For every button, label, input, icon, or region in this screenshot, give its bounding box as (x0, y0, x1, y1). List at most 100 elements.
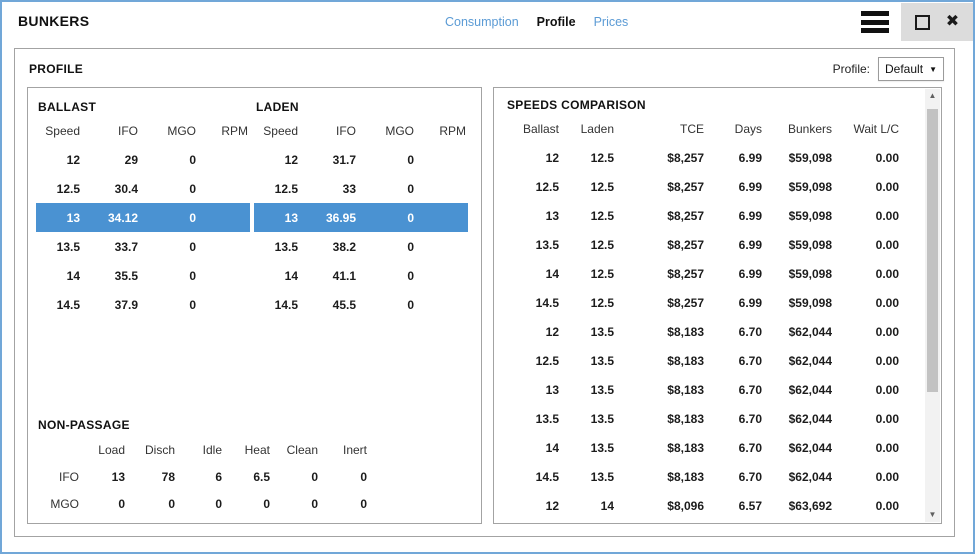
close-icon[interactable]: ✖ (945, 13, 960, 30)
table-cell: 6.99 (738, 266, 762, 281)
table-cell: 13.5 (590, 469, 614, 484)
table-row[interactable]: 12.5 33 0 (254, 174, 468, 203)
table-cell: 0.00 (875, 324, 899, 339)
window-title: BUNKERS (18, 13, 90, 29)
table-row[interactable]: 13 36.95 0 (254, 203, 468, 232)
row-label: MGO (50, 496, 79, 511)
table-cell: $63,692 (788, 498, 832, 513)
table-cell: 0 (168, 496, 175, 511)
table-cell: 6.99 (738, 237, 762, 252)
table-row[interactable]: 12.5 12.5 $8,257 6.99 $59,098 0.00 (506, 172, 901, 201)
non-passage-title: NON-PASSAGE (38, 418, 130, 432)
table-cell: 12.5 (535, 353, 559, 368)
column-header: RPM (439, 123, 466, 138)
column-header: Bunkers (787, 121, 832, 136)
table-cell: $8,096 (667, 498, 704, 513)
table-cell: 0 (189, 181, 196, 196)
table-row[interactable]: 12 29 0 (36, 145, 250, 174)
table-cell: 33.7 (114, 239, 138, 254)
table-cell: $8,257 (667, 237, 704, 252)
table-cell: 0 (118, 496, 125, 511)
table-cell: 13 (111, 469, 125, 484)
table-cell: 31.7 (332, 152, 356, 167)
column-header: Inert (342, 442, 367, 457)
table-cell: 13.5 (590, 411, 614, 426)
table-row[interactable]: 14 13.5 $8,183 6.70 $62,044 0.00 (506, 433, 901, 462)
table-row[interactable]: 13.5 12.5 $8,257 6.99 $59,098 0.00 (506, 230, 901, 259)
table-cell: 0 (215, 496, 222, 511)
table-row[interactable]: 12 14 $8,096 6.57 $63,692 0.00 (506, 491, 901, 520)
table-cell: 34.12 (107, 210, 138, 225)
non-passage-header-row: Load Disch Idle Heat Clean Inert (36, 436, 369, 463)
table-cell: 0 (189, 210, 196, 225)
table-row[interactable]: 14.5 12.5 $8,257 6.99 $59,098 0.00 (506, 288, 901, 317)
table-row[interactable]: 14 12.5 $8,257 6.99 $59,098 0.00 (506, 259, 901, 288)
table-cell: $62,044 (788, 353, 832, 368)
table-cell: 29 (124, 152, 138, 167)
table-cell: 0 (407, 152, 414, 167)
table-cell: 12 (545, 324, 559, 339)
table-row[interactable]: 14.5 13.5 $8,183 6.70 $62,044 0.00 (506, 462, 901, 491)
table-cell: $8,257 (667, 266, 704, 281)
table-cell: 6.5 (253, 469, 270, 484)
table-row[interactable]: 13 34.12 0 (36, 203, 250, 232)
table-cell: 0.00 (875, 411, 899, 426)
table-row[interactable]: 13 12.5 $8,257 6.99 $59,098 0.00 (506, 201, 901, 230)
maximize-icon[interactable] (914, 14, 930, 30)
table-cell: 0 (407, 210, 414, 225)
table-cell: $8,183 (667, 469, 704, 484)
table-cell: 12 (284, 152, 298, 167)
table-row[interactable]: 13.5 38.2 0 (254, 232, 468, 261)
scroll-up-icon[interactable]: ▲ (928, 91, 937, 100)
table-cell: 6.70 (738, 353, 762, 368)
table-cell: 0 (360, 469, 367, 484)
table-cell: 12.5 (590, 208, 614, 223)
table-cell: 0 (311, 469, 318, 484)
table-row[interactable]: IFO 13 78 6 6.5 0 0 (36, 463, 369, 490)
table-row[interactable]: 12 31.7 0 (254, 145, 468, 174)
table-cell: 12.5 (274, 181, 298, 196)
table-cell: 6.99 (738, 179, 762, 194)
table-row[interactable]: 14 41.1 0 (254, 261, 468, 290)
table-cell: 6.70 (738, 440, 762, 455)
ballast-header-row: Speed IFO MGO RPM (36, 116, 250, 145)
table-cell: 12.5 (590, 266, 614, 281)
tab-prices[interactable]: Prices (593, 15, 629, 29)
scrollbar-thumb[interactable] (927, 109, 938, 392)
table-row[interactable]: 12 12.5 $8,257 6.99 $59,098 0.00 (506, 143, 901, 172)
table-row[interactable]: 13 13.5 $8,183 6.70 $62,044 0.00 (506, 375, 901, 404)
tab-profile[interactable]: Profile (536, 15, 576, 29)
table-cell: 13.5 (274, 239, 298, 254)
table-row[interactable]: 14.5 37.9 0 (36, 290, 250, 319)
table-row[interactable]: 12.5 30.4 0 (36, 174, 250, 203)
table-cell: 12.5 (590, 179, 614, 194)
laden-rows: 12 31.7 0 12.5 33 0 13 36.95 0 13.5 38.2 0 14 41.1 0 14… (254, 145, 468, 319)
table-row[interactable]: 13.5 33.7 0 (36, 232, 250, 261)
table-row[interactable]: 14.5 45.5 0 (254, 290, 468, 319)
table-row[interactable]: 12 13.5 $8,183 6.70 $62,044 0.00 (506, 317, 901, 346)
tab-consumption[interactable]: Consumption (445, 15, 519, 29)
table-cell: 0.00 (875, 295, 899, 310)
table-row[interactable]: 12.5 13.5 $8,183 6.70 $62,044 0.00 (506, 346, 901, 375)
table-cell: 13 (284, 210, 298, 225)
scroll-down-icon[interactable]: ▼ (928, 510, 937, 519)
table-cell: $8,257 (667, 208, 704, 223)
table-cell: 0 (189, 297, 196, 312)
table-row[interactable]: MGO 0 0 0 0 0 0 (36, 490, 369, 517)
column-header: IFO (118, 123, 138, 138)
table-row[interactable]: 14 35.5 0 (36, 261, 250, 290)
hamburger-menu-icon[interactable] (861, 11, 889, 33)
table-cell: 36.95 (325, 210, 356, 225)
row-label: IFO (59, 469, 79, 484)
table-cell: 0 (189, 239, 196, 254)
table-row[interactable]: 13.5 13.5 $8,183 6.70 $62,044 0.00 (506, 404, 901, 433)
profile-dropdown[interactable]: Default ▼ (878, 57, 944, 81)
table-cell: 6.70 (738, 382, 762, 397)
table-cell: 37.9 (114, 297, 138, 312)
vertical-scrollbar[interactable]: ▲ ▼ (925, 89, 940, 522)
table-cell: 13.5 (590, 382, 614, 397)
table-cell: $8,183 (667, 324, 704, 339)
non-passage-rows: IFO 13 78 6 6.5 0 0 MGO 0 0 0 0 0 0 (36, 463, 369, 517)
non-passage-table: NON-PASSAGE Load Disch Idle Heat Clean Inert … (36, 418, 369, 517)
ballast-rows: 12 29 0 12.5 30.4 0 13 34.12 0 13.5 33.7 0 14 35.5 0 14… (36, 145, 250, 319)
